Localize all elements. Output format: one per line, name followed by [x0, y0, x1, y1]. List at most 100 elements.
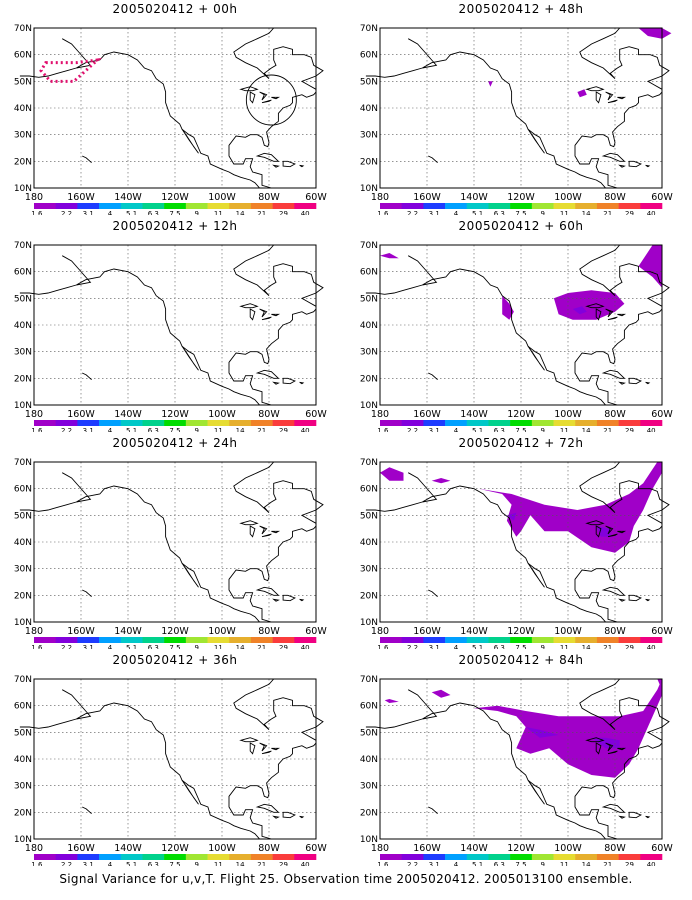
coastlines	[365, 27, 670, 189]
colorbar-label: 2.2	[407, 427, 418, 432]
panel-title: 2005020412 + 00h	[112, 2, 238, 16]
grid-lines	[34, 28, 316, 188]
lat-label: 50N	[14, 294, 32, 304]
lon-label: 80W	[258, 192, 280, 203]
island	[299, 164, 305, 168]
colorbar-swatch	[207, 203, 230, 209]
lat-label: 60N	[360, 268, 378, 278]
lon-label: 120W	[507, 409, 535, 420]
colorbar-label: 21	[603, 644, 612, 649]
lon-label: 140W	[114, 626, 142, 637]
colorbar-label: 9	[194, 861, 198, 866]
island	[601, 369, 626, 379]
great-lake	[249, 91, 256, 104]
colorbar-label: 6.3	[148, 861, 159, 866]
colorbar-label: 6.3	[494, 210, 505, 215]
grid-lines	[380, 28, 662, 188]
map-frame	[33, 461, 317, 623]
lon-label: 180	[371, 626, 389, 637]
lat-label: 70N	[360, 241, 378, 251]
coastline-atlantic	[574, 91, 663, 189]
map-frame	[379, 461, 663, 623]
colorbar-swatch	[55, 203, 78, 209]
colorbar-label: 14	[236, 861, 245, 866]
colorbar-swatch	[531, 854, 554, 860]
colorbar-label: 1.6	[31, 210, 43, 215]
lon-label: 100W	[208, 409, 236, 420]
colorbar-label: 2.2	[61, 210, 72, 215]
variance-region	[384, 699, 399, 703]
colorbar-swatch	[488, 637, 511, 643]
lon-label: 140W	[114, 843, 142, 854]
colorbar-swatch	[229, 203, 252, 209]
island	[282, 160, 296, 168]
island	[255, 152, 280, 162]
colorbar-label: 11	[214, 644, 223, 649]
colorbar-swatch	[380, 203, 402, 209]
island	[282, 377, 296, 385]
colorbar-label: 5.1	[472, 427, 483, 432]
colorbar-label: 1.6	[377, 210, 389, 215]
colorbar-swatch	[531, 637, 554, 643]
lat-label: 50N	[14, 511, 32, 521]
colorbar-swatch	[618, 203, 641, 209]
aleutian-islands	[365, 284, 423, 295]
lat-label: 20N	[14, 374, 32, 384]
lat-label: 70N	[14, 241, 32, 251]
coastline-hudson	[579, 678, 670, 741]
island	[181, 780, 199, 805]
colorbar-swatch	[380, 637, 402, 643]
lon-label: 60W	[305, 626, 327, 637]
lon-label: 140W	[114, 409, 142, 420]
colorbar-swatch	[510, 637, 533, 643]
colorbar-label: 6.3	[494, 861, 505, 866]
great-lake	[271, 96, 281, 100]
lon-label: 140W	[114, 192, 142, 203]
variance-region	[431, 478, 451, 484]
colorbar-label: 4	[454, 861, 459, 866]
colorbar-label: 6.3	[494, 427, 505, 432]
island	[272, 164, 280, 168]
colorbar-swatch	[423, 854, 446, 860]
great-lake	[261, 316, 272, 321]
great-lake	[617, 747, 627, 751]
great-lake	[595, 91, 602, 104]
island	[628, 594, 642, 602]
lon-label: 120W	[161, 192, 189, 203]
grid-lines	[380, 679, 662, 839]
colorbar-swatch	[553, 637, 576, 643]
island	[282, 811, 296, 819]
great-lake	[617, 313, 627, 317]
colorbar-swatch	[445, 203, 468, 209]
great-lake	[607, 316, 618, 321]
lon-label: 100W	[554, 843, 582, 854]
colorbar-swatch	[164, 637, 187, 643]
colorbar-label: 14	[582, 427, 591, 432]
colorbar-label: 14	[582, 644, 591, 649]
colorbar-label: 40	[301, 644, 310, 649]
lon-label: 60W	[651, 409, 673, 420]
colorbar-swatch	[423, 637, 446, 643]
colorbar-label: 6.3	[148, 644, 159, 649]
map-panel-84h: 2005020412 + 84h 70N 60N 50N 40N 30N 20N 10N 18…	[356, 651, 686, 866]
island	[181, 129, 199, 154]
colorbar-swatch	[164, 420, 187, 426]
colorbar-label: 5.1	[472, 210, 483, 215]
coastlines	[365, 461, 670, 623]
lat-label: 10N	[14, 184, 32, 194]
lat-label: 30N	[360, 782, 378, 792]
colorbar-swatch	[531, 203, 554, 209]
coastline-atlantic	[228, 91, 317, 189]
colorbar-label: 7.5	[169, 644, 180, 649]
map-frame	[33, 244, 317, 406]
lat-label: 70N	[360, 24, 378, 34]
colorbar-swatch	[229, 637, 252, 643]
variance-region	[572, 306, 587, 315]
colorbar-label: 40	[301, 210, 310, 215]
island	[527, 346, 545, 371]
coastline-atlantic	[228, 742, 317, 840]
colorbar-swatch	[380, 420, 402, 426]
island	[282, 594, 296, 602]
